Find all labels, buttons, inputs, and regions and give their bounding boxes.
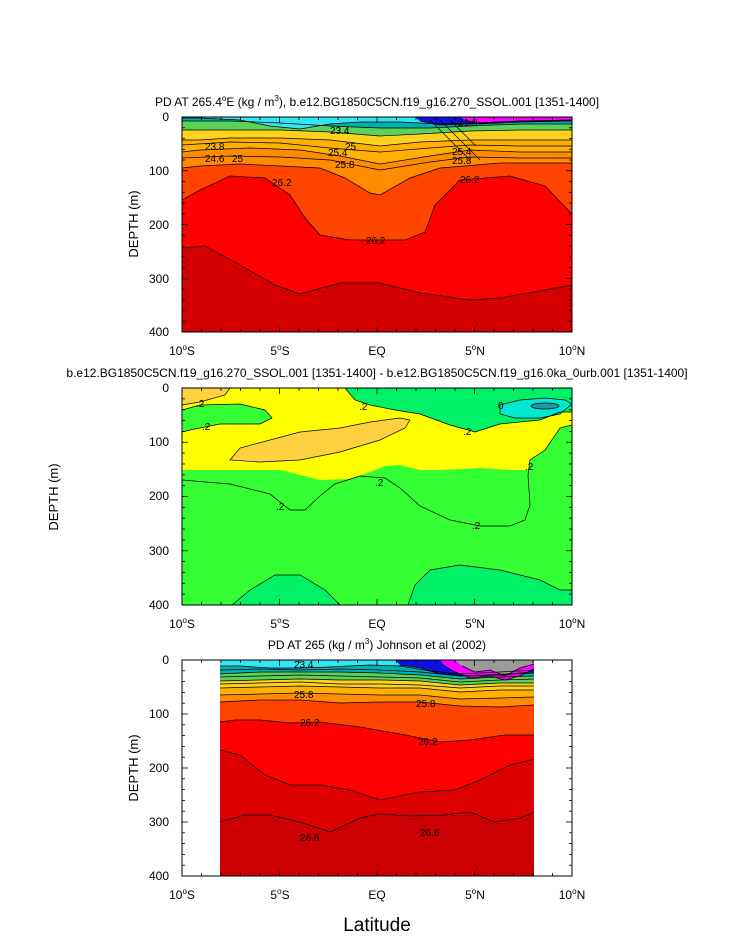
p1-label: 26.2 [460, 175, 480, 186]
p2-label: .2 [375, 478, 384, 489]
panel-3-title: PD AT 265 (kg / m3) Johnson et al (2002) [268, 637, 486, 652]
panel-3: PD AT 265 (kg / m3) Johnson et al (2002) [126, 637, 585, 902]
p1-label: 23.8 [205, 142, 225, 153]
p3-label: 25.8 [416, 699, 436, 710]
p1-xtick: 10oN [559, 343, 585, 358]
p1-ytick: 400 [149, 325, 169, 339]
panel-2-yticks: 0 100 200 300 400 [149, 381, 169, 612]
p3-xtick: 5oS [270, 887, 289, 902]
panel-2-contour-fill [182, 388, 572, 605]
p2-contour-lines [182, 388, 572, 605]
p2-xtick: 5oS [270, 616, 289, 631]
panel-3-contour-fill [220, 660, 534, 876]
p3-ytick: 300 [149, 815, 169, 829]
p1-ytick: 100 [149, 164, 169, 178]
p1-ytick: 0 [162, 110, 169, 124]
p1-ytick: 200 [149, 218, 169, 232]
panel-1-tickmarks [181, 116, 573, 333]
p2-xtick: EQ [368, 617, 385, 631]
p1-xtick: 10oS [169, 343, 195, 358]
p1-xtick: 5oN [465, 343, 485, 358]
panel-2-title: b.e12.BG1850C5CN.f19_g16.270_SSOL.001 [1… [66, 366, 687, 380]
panel-1-yticks: 0 100 200 300 400 [149, 110, 169, 339]
p3-contour-lines [220, 663, 534, 833]
p3-label: 25.8 [294, 690, 314, 701]
p1-label: 25.8 [335, 160, 355, 171]
p1-label: 25.4 [452, 147, 472, 158]
p1-ytick: 300 [149, 272, 169, 286]
panel-2: b.e12.BG1850C5CN.f19_g16.270_SSOL.001 [1… [46, 366, 688, 631]
panel-1-ylabel: DEPTH (m) [126, 190, 141, 257]
p2-label: 0 [498, 401, 504, 412]
p2-xtick: 5oN [465, 616, 485, 631]
panel-3-contour-labels: 23.4 25.8 25.8 26.2 26.2 26.6 26.6 [294, 660, 440, 844]
panel-1-contour-labels: 21.8 23.4 23.8 24.6 25 25.4 25.8 26.2 26… [205, 118, 480, 247]
p2-ytick: 200 [149, 489, 169, 503]
panel-2-contour-labels: .2 .2 .2 0 .2 .2 .2 .2 .2 [196, 399, 534, 532]
p1-xtick: 5oS [270, 343, 289, 358]
p2-label: .2 [276, 502, 285, 513]
p1-label: 21.8 [458, 118, 478, 129]
panel-2-xticks: 10oS 5oS EQ 5oN 10oN [169, 616, 585, 631]
p1-contour-lines [182, 117, 572, 301]
p2-ytick: 100 [149, 435, 169, 449]
p2-label: .2 [525, 462, 534, 473]
p3-label: 26.6 [300, 833, 320, 844]
p3-ytick: 0 [162, 653, 169, 667]
panel-1-contour-fill [182, 117, 572, 332]
p1-label: 24.6 [205, 154, 225, 165]
p2-label: .2 [202, 422, 211, 433]
p3-xtick: 5oN [465, 887, 485, 902]
p3-ytick: 100 [149, 707, 169, 721]
p2-band-gold-corner [182, 388, 230, 405]
p2-label: .2 [359, 402, 368, 413]
p3-xtick: 10oN [559, 887, 585, 902]
p2-band-cyan-core [531, 403, 559, 409]
p1-label: 25 [232, 154, 244, 165]
p1-label: 23.4 [330, 126, 350, 137]
p3-ytick: 200 [149, 761, 169, 775]
p2-band-green-top-right [345, 388, 572, 432]
p3-ytick: 400 [149, 869, 169, 883]
p3-xtick: 10oS [169, 887, 195, 902]
p2-ytick: 300 [149, 544, 169, 558]
panel-1-xticks: 10oS 5oS EQ 5oN 10oN [169, 343, 585, 358]
p2-band-gold-mid [230, 418, 410, 462]
panel-1-title: PD AT 265.4oE (kg / m3), b.e12.BG1850C5C… [155, 94, 599, 109]
p1-label: 25 [345, 142, 357, 153]
p2-xtick: 10oS [169, 616, 195, 631]
panel-1: PD AT 265.4oE (kg / m3), b.e12.BG1850C5C… [126, 94, 599, 358]
p2-label: .2 [472, 521, 481, 532]
p1-label: 26.2 [272, 178, 292, 189]
p1-xtick: EQ [368, 344, 385, 358]
figure-xlabel: Latitude [343, 915, 411, 936]
p2-band-green-upper-left [182, 404, 272, 432]
p2-band-green-bright-left [232, 575, 340, 605]
p2-ytick: 400 [149, 598, 169, 612]
p3-label: 26.6 [420, 828, 440, 839]
panel-2-tickmarks [181, 387, 573, 606]
p3-xtick: EQ [368, 888, 385, 902]
p1-label: 26.2 [366, 236, 386, 247]
p3-label: 26.2 [418, 737, 438, 748]
p2-band-green-bright-right [408, 565, 572, 605]
p2-band-green-mid [182, 425, 572, 605]
p2-xtick: 10oN [559, 616, 585, 631]
panel-3-yticks: 0 100 200 300 400 [149, 653, 169, 883]
shared-ylabel: DEPTH (m) [46, 463, 61, 530]
panel-3-ylabel: DEPTH (m) [126, 734, 141, 801]
panel-3-xticks: 10oS 5oS EQ 5oN 10oN [169, 887, 585, 902]
p1-label: 25.8 [452, 156, 472, 167]
panel-3-tickmarks [181, 659, 573, 877]
p3-label: 23.4 [294, 660, 314, 671]
p2-label: .2 [196, 399, 205, 410]
p2-label: .2 [463, 427, 472, 438]
p1-label: 25.4 [328, 148, 348, 159]
p3-label: 26.2 [300, 718, 320, 729]
p2-ytick: 0 [162, 381, 169, 395]
